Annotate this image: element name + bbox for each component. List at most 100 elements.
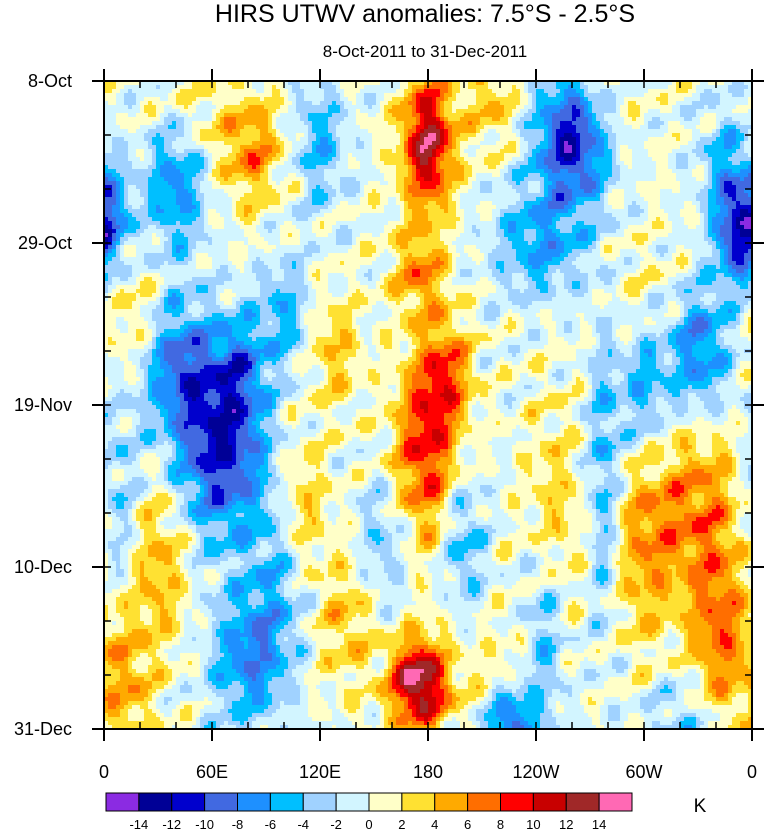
anomaly-cell [568, 185, 581, 190]
anomaly-cell [160, 265, 197, 270]
anomaly-cell [740, 177, 745, 182]
anomaly-cell [708, 241, 717, 246]
anomaly-cell [624, 273, 641, 278]
anomaly-cell [108, 285, 117, 290]
anomaly-cell [208, 401, 221, 406]
anomaly-cell [396, 385, 401, 390]
anomaly-cell [336, 193, 345, 198]
anomaly-cell [492, 201, 517, 206]
anomaly-cell [148, 177, 165, 182]
anomaly-cell [700, 221, 705, 226]
anomaly-cell [644, 221, 653, 226]
anomaly-cell [744, 141, 753, 146]
anomaly-cell [636, 369, 661, 374]
anomaly-cell [624, 189, 637, 194]
anomaly-cell [500, 409, 517, 414]
anomaly-cell [516, 353, 525, 358]
anomaly-cell [588, 377, 593, 382]
anomaly-cell [348, 97, 357, 102]
anomaly-cell [612, 329, 617, 334]
anomaly-cell [320, 269, 357, 274]
anomaly-cell [140, 305, 157, 310]
anomaly-cell [668, 277, 685, 282]
anomaly-cell [344, 117, 357, 122]
anomaly-cell [632, 445, 641, 450]
anomaly-cell [380, 377, 401, 382]
anomaly-cell [480, 321, 501, 326]
anomaly-cell [376, 421, 393, 426]
anomaly-cell [684, 317, 689, 322]
anomaly-cell [432, 381, 453, 386]
anomaly-cell [120, 357, 129, 362]
anomaly-cell [728, 369, 733, 374]
anomaly-cell [496, 277, 513, 282]
anomaly-cell [584, 201, 605, 206]
anomaly-cell [708, 169, 713, 174]
anomaly-cell [620, 277, 629, 282]
anomaly-cell [312, 229, 333, 234]
anomaly-cell [484, 417, 525, 422]
anomaly-cell [176, 441, 181, 446]
anomaly-cell [676, 289, 685, 294]
anomaly-cell [652, 253, 661, 258]
anomaly-cell [720, 93, 733, 98]
anomaly-cell [432, 377, 453, 382]
anomaly-cell [668, 245, 677, 250]
anomaly-cell [164, 353, 185, 358]
anomaly-cell [652, 157, 669, 162]
anomaly-cell [596, 389, 613, 394]
anomaly-cell [724, 261, 729, 266]
anomaly-cell [704, 233, 709, 238]
anomaly-cell [260, 233, 281, 238]
anomaly-cell [400, 373, 405, 378]
anomaly-cell [276, 301, 289, 306]
anomaly-cell [456, 137, 469, 142]
anomaly-cell [452, 421, 461, 426]
anomaly-cell [372, 333, 381, 338]
anomaly-cell [508, 237, 525, 242]
anomaly-cell [256, 277, 273, 282]
anomaly-cell [572, 133, 581, 138]
anomaly-cell [712, 449, 733, 454]
anomaly-cell [116, 253, 121, 258]
anomaly-cell [104, 89, 113, 94]
anomaly-cell [520, 361, 529, 366]
anomaly-cell [220, 397, 225, 402]
anomaly-cell [568, 169, 585, 174]
anomaly-cell [512, 369, 533, 374]
anomaly-cell [104, 189, 113, 194]
anomaly-cell [560, 153, 577, 158]
anomaly-cell [264, 345, 281, 350]
anomaly-cell [612, 333, 617, 338]
anomaly-cell [740, 321, 745, 326]
anomaly-cell [216, 293, 221, 298]
anomaly-cell [356, 121, 389, 126]
anomaly-cell [396, 181, 405, 186]
anomaly-cell [572, 405, 581, 410]
anomaly-cell [164, 309, 185, 314]
anomaly-cell [224, 225, 241, 230]
anomaly-cell [476, 417, 485, 422]
anomaly-cell [508, 345, 521, 350]
anomaly-cell [732, 249, 749, 254]
anomaly-cell [104, 169, 117, 174]
anomaly-cell [656, 333, 661, 338]
anomaly-cell [588, 433, 593, 438]
anomaly-cell [696, 85, 729, 90]
anomaly-cell [748, 153, 753, 158]
anomaly-cell [692, 369, 697, 374]
anomaly-cell [516, 141, 521, 146]
anomaly-cell [272, 457, 277, 462]
anomaly-cell [604, 453, 613, 458]
anomaly-cell [332, 401, 349, 406]
anomaly-cell [280, 309, 289, 314]
anomaly-cell [192, 137, 201, 142]
anomaly-cell [384, 301, 397, 306]
anomaly-cell [524, 113, 533, 118]
anomaly-cell [708, 177, 713, 182]
anomaly-cell [176, 85, 193, 90]
anomaly-cell [448, 249, 457, 254]
anomaly-cell [712, 437, 725, 442]
anomaly-cell [656, 161, 669, 166]
anomaly-cell [740, 233, 753, 238]
